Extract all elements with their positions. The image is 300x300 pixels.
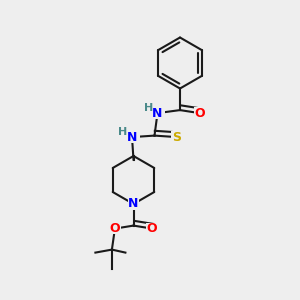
Text: N: N (127, 130, 137, 144)
Text: O: O (110, 222, 120, 235)
Text: O: O (194, 106, 205, 120)
Bar (150, 107, 165, 119)
Bar (124, 131, 140, 143)
Text: O: O (147, 222, 158, 235)
Text: S: S (172, 130, 182, 144)
Bar (171, 131, 183, 143)
Text: H: H (118, 127, 127, 137)
Bar (128, 198, 139, 210)
Bar (146, 223, 158, 234)
Bar (109, 223, 121, 234)
Text: N: N (152, 106, 163, 120)
Text: N: N (128, 197, 139, 211)
Text: H: H (144, 103, 153, 113)
Bar (194, 107, 205, 119)
